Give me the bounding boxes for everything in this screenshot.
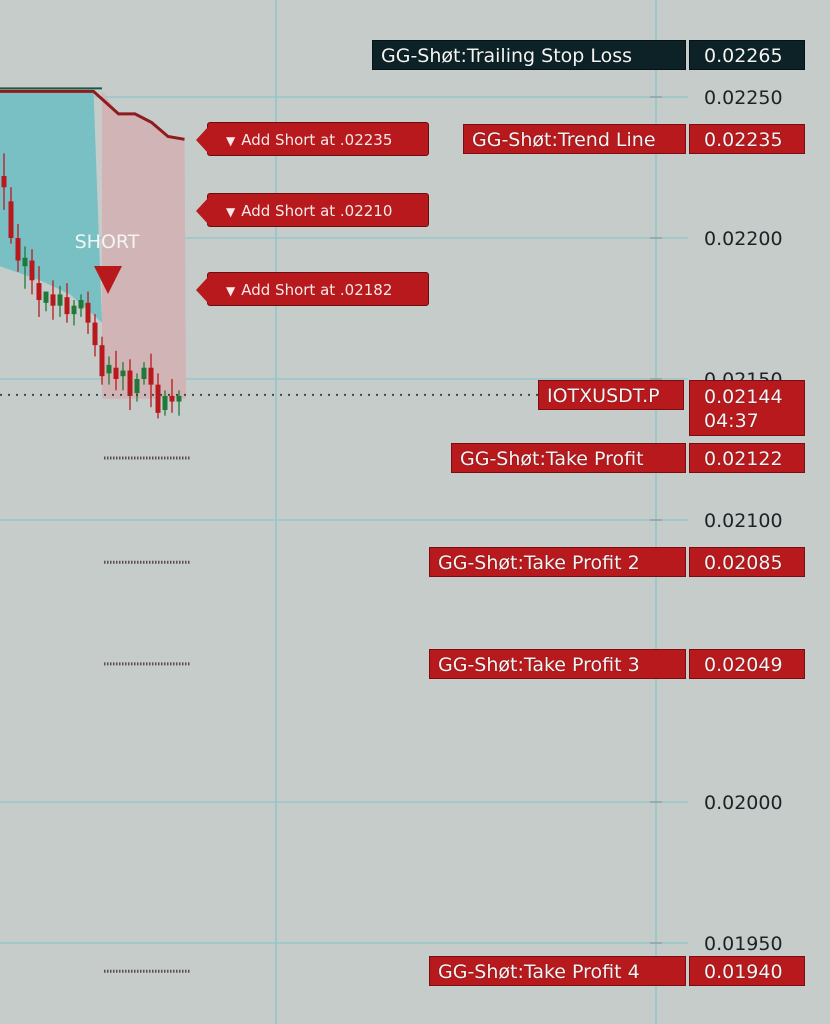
level-name-label: GG-Shøt:Take Profit — [451, 442, 686, 473]
level-price-label: 0.02235 — [689, 124, 805, 155]
y-tick-label: 0.02250 — [704, 87, 783, 109]
y-tick-label: 0.01950 — [704, 933, 783, 955]
y-tick-label: 0.02200 — [704, 228, 783, 250]
level-name-label: GG-Shøt:Take Profit 2 — [429, 547, 686, 578]
short-zone-pink — [102, 91, 186, 399]
candle — [176, 395, 182, 402]
candle — [15, 238, 21, 261]
down-triangle-icon: ▼ — [226, 204, 236, 219]
candle — [99, 345, 105, 377]
add-short-text: Add Short at .02182 — [241, 280, 393, 299]
candle — [36, 283, 42, 301]
trailing-stop-line — [0, 89, 185, 141]
candle — [127, 370, 133, 396]
level-name-label: GG-Shøt:Trailing Stop Loss — [372, 39, 686, 70]
level-name-label: GG-Shøt:Take Profit 3 — [429, 648, 686, 679]
candle — [85, 302, 91, 323]
candle — [71, 305, 77, 315]
current-price-value: 0.02144 — [704, 385, 783, 408]
add-short-label: ▼ Add Short at .02182 — [196, 271, 429, 306]
candle — [57, 294, 63, 306]
candle — [8, 201, 14, 238]
symbol-label: IOTXUSDT.P — [538, 379, 684, 410]
level-name-label: GG-Shøt:Trend Line — [463, 124, 686, 155]
add-short-text: Add Short at .02235 — [241, 131, 393, 150]
candle — [64, 297, 70, 315]
level-name-label: GG-Shøt:Take Profit 4 — [429, 956, 686, 987]
candle — [120, 370, 126, 377]
candle — [50, 294, 56, 306]
candle — [134, 379, 140, 394]
candle — [169, 395, 175, 402]
level-price-label: 0.02049 — [689, 648, 805, 679]
short-signal-arrow — [94, 266, 122, 294]
y-tick-label: 0.02100 — [704, 510, 783, 532]
level-price-label: 0.02265 — [689, 39, 805, 70]
candle — [29, 260, 35, 281]
y-tick-label: 0.02000 — [704, 792, 783, 814]
short-signal-text: SHORT — [75, 231, 140, 253]
candle — [22, 257, 28, 267]
candle — [162, 395, 168, 411]
candle — [148, 367, 154, 385]
candle — [78, 300, 84, 309]
candle — [155, 384, 161, 413]
candle — [141, 367, 147, 379]
level-price-label: 0.01940 — [689, 956, 805, 987]
candle — [43, 291, 49, 303]
down-triangle-icon: ▼ — [226, 134, 236, 149]
level-price-label: 0.02122 — [689, 442, 805, 473]
candle — [92, 322, 98, 346]
add-short-text: Add Short at .02210 — [241, 201, 393, 220]
add-short-label: ▼ Add Short at .02235 — [196, 122, 429, 157]
candle — [113, 367, 119, 379]
add-short-label: ▼ Add Short at .02210 — [196, 192, 429, 227]
candle — [1, 175, 7, 188]
current-price-label: 0.02144 04:37 — [689, 379, 805, 436]
bar-countdown: 04:37 — [704, 409, 759, 432]
candle — [106, 364, 112, 374]
level-price-label: 0.02085 — [689, 547, 805, 578]
down-triangle-icon: ▼ — [226, 283, 236, 298]
